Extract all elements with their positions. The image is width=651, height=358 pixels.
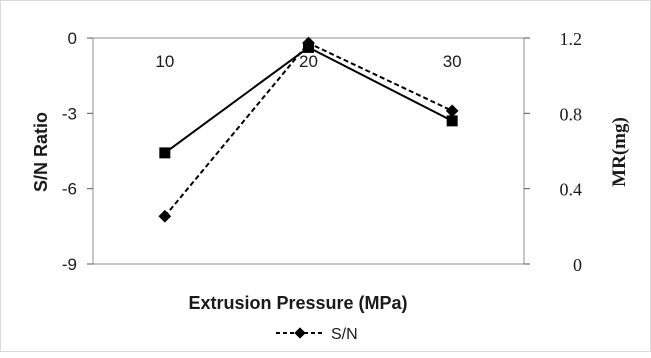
y-left-tick-label: 0 (68, 29, 77, 48)
y-left-tick-label: -3 (62, 104, 77, 123)
x-tick-label: 10 (155, 52, 174, 71)
y-left-tick-label: -9 (62, 255, 77, 274)
data-point-square (159, 147, 171, 159)
data-point-square (446, 115, 458, 127)
x-axis-label: Extrusion Pressure (MPa) (188, 293, 407, 313)
x-tick-label: 30 (443, 52, 462, 71)
y-right-tick-label: 1.2 (560, 29, 583, 49)
y-axis-right-label: MR(mg) (609, 117, 630, 187)
legend: S/N (276, 326, 358, 343)
plot-area (92, 37, 525, 265)
axes: 0 -3 -6 -9 1.2 0.8 0.4 0 10 20 30 (62, 29, 582, 275)
data-point-square (303, 41, 314, 53)
y-right-tick-label: 0 (573, 255, 582, 275)
y-right-tick-label: 0.8 (560, 104, 583, 124)
labels: Extrusion Pressure (MPa) S/N Ratio MR(mg… (31, 112, 630, 313)
plot-frame (92, 37, 525, 265)
data-point-diamond (445, 104, 459, 118)
x-tick-label: 20 (299, 52, 318, 71)
series-layer (158, 36, 459, 223)
y-right-tick-label: 0.4 (560, 180, 583, 200)
y-left-tick-label: -6 (62, 180, 77, 199)
legend-label-sn: S/N (331, 326, 358, 343)
y-axis-left-label: S/N Ratio (31, 112, 51, 192)
legend-diamond-marker (294, 327, 306, 339)
data-point-diamond (158, 209, 172, 223)
